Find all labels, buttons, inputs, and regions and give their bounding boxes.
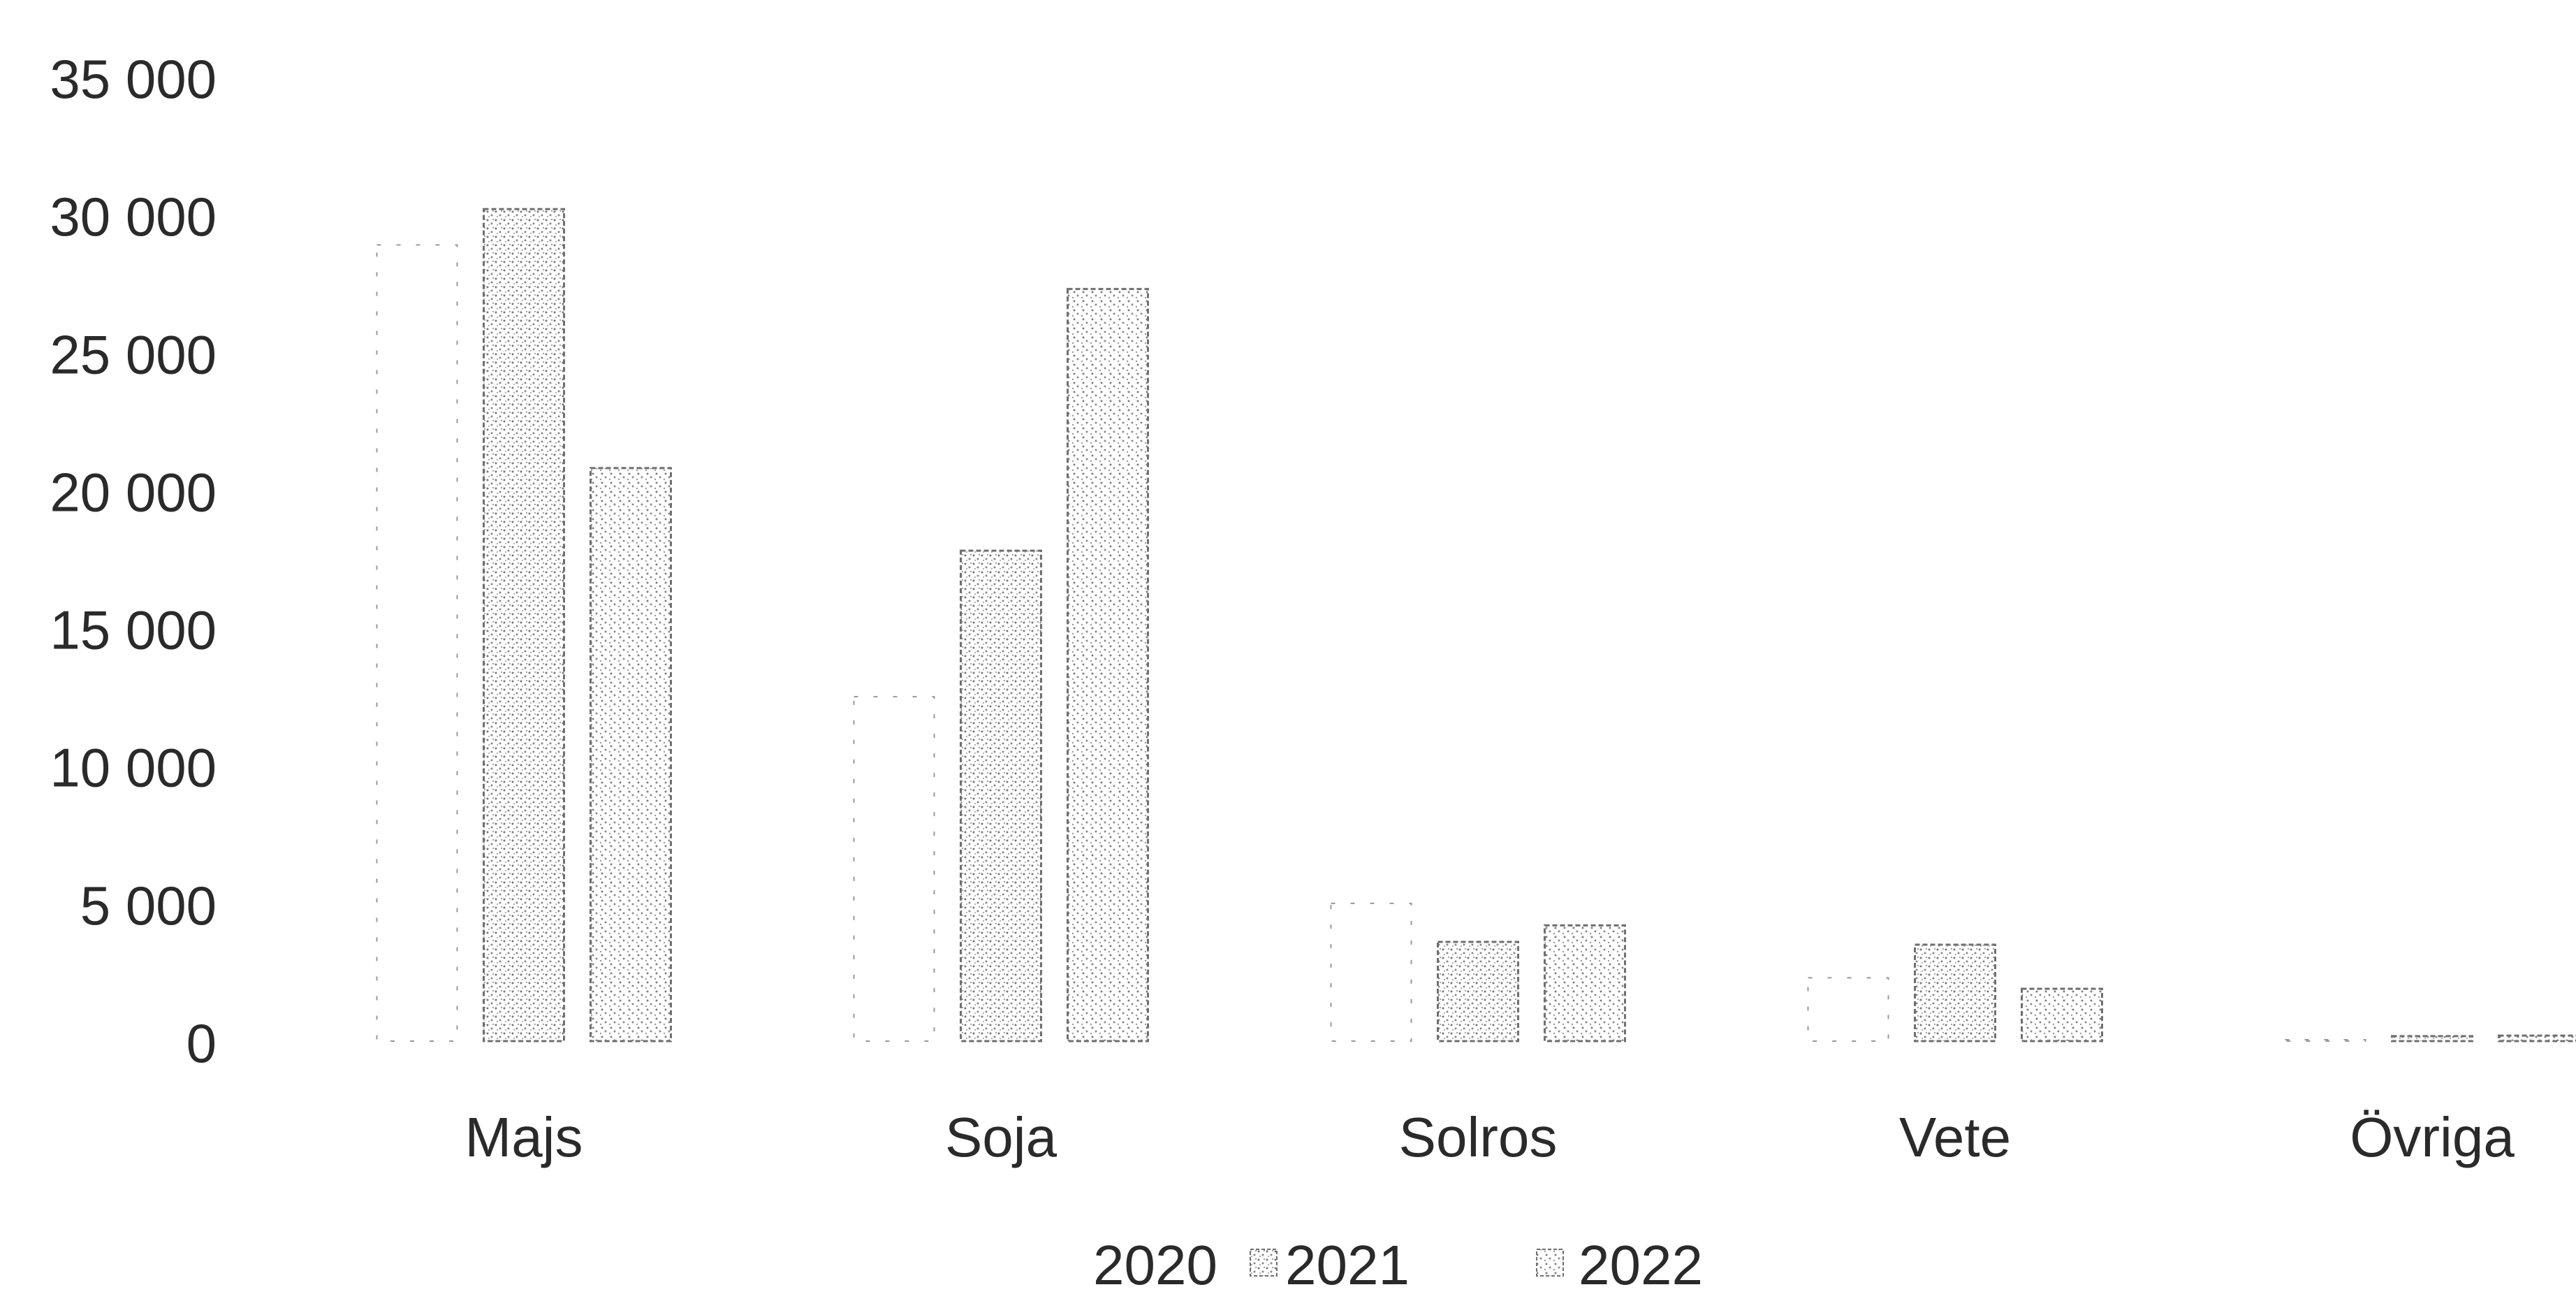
x-category-label: Majs — [465, 1106, 583, 1168]
x-category-label: Övriga — [2350, 1106, 2515, 1168]
y-tick-label: 5 000 — [80, 875, 217, 936]
y-tick-label: 35 000 — [50, 48, 217, 110]
x-category-label: Solros — [1399, 1106, 1558, 1168]
bar-soja-2022 — [1068, 289, 1148, 1041]
x-category-label: Vete — [1899, 1106, 2011, 1168]
bar-vete-2020 — [1808, 978, 1889, 1041]
legend-label-2021: 2021 — [1285, 1234, 1410, 1296]
x-axis: Majs Soja Solros Vete Övriga — [465, 1106, 2515, 1168]
bar-solros-2020 — [1331, 903, 1412, 1041]
bar-vete-2021 — [1915, 945, 1996, 1041]
y-tick-label: 30 000 — [50, 186, 217, 247]
y-tick-label: 10 000 — [50, 737, 217, 799]
bar-majs-2021 — [484, 209, 564, 1041]
legend-label-2022: 2022 — [1579, 1234, 1703, 1296]
bars-group — [377, 209, 2576, 1041]
legend: 2020 2021 2022 — [1093, 1234, 1703, 1296]
bar-solros-2021 — [1438, 942, 1518, 1041]
y-axis: 0 5 000 10 000 15 000 20 000 25 000 30 000 35 0… — [50, 48, 217, 1074]
bar-majs-2020 — [377, 245, 458, 1041]
bar-övriga-2021 — [2392, 1036, 2473, 1041]
bar-soja-2020 — [854, 697, 935, 1041]
y-tick-label: 25 000 — [50, 324, 217, 385]
bar-solros-2022 — [1545, 925, 1625, 1041]
legend-swatch-2022 — [1537, 1249, 1563, 1276]
bar-övriga-2022 — [2499, 1036, 2576, 1041]
bar-soja-2021 — [961, 551, 1041, 1041]
x-category-label: Soja — [945, 1106, 1058, 1168]
bar-majs-2022 — [591, 468, 671, 1041]
bar-vete-2022 — [2022, 989, 2102, 1041]
y-tick-label: 20 000 — [50, 461, 217, 523]
bar-övriga-2020 — [2285, 1040, 2366, 1041]
legend-swatch-2021 — [1250, 1249, 1277, 1276]
legend-label-2020: 2020 — [1093, 1234, 1217, 1296]
y-tick-label: 0 — [186, 1012, 217, 1074]
y-tick-label: 15 000 — [50, 600, 217, 661]
